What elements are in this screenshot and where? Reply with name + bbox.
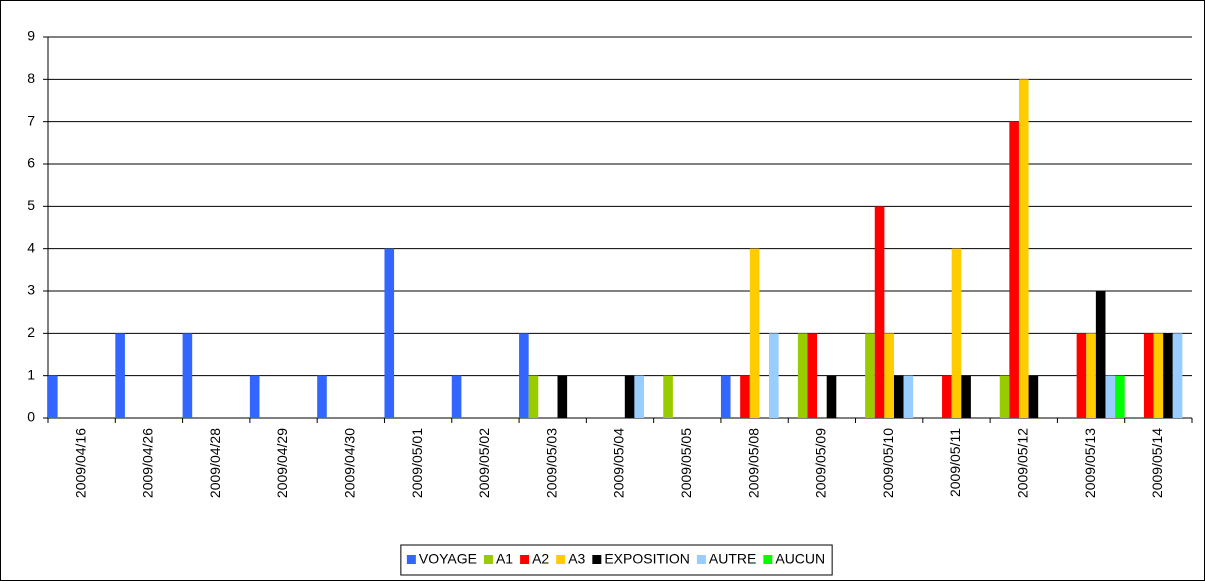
y-tick-label: 0 <box>27 409 35 425</box>
x-tick-label: 2009/05/13 <box>1082 428 1098 498</box>
bar <box>1018 79 1029 418</box>
bar <box>1115 375 1125 418</box>
bar <box>557 375 568 418</box>
legend-label: A2 <box>532 551 549 567</box>
bar <box>663 375 673 418</box>
bar <box>1028 375 1039 418</box>
legend-label: EXPOSITION <box>604 551 690 567</box>
x-tick-label: 2009/05/11 <box>947 428 963 497</box>
bar <box>1153 333 1164 418</box>
legend-label: AUCUN <box>775 551 825 567</box>
legend-label: A1 <box>496 551 513 567</box>
y-tick-label: 4 <box>27 239 35 255</box>
bar <box>1086 333 1096 418</box>
bar <box>384 248 395 418</box>
bar <box>115 333 125 418</box>
bar <box>797 333 808 418</box>
bar <box>951 248 962 418</box>
bar <box>1163 333 1173 418</box>
legend-box <box>400 544 833 576</box>
bar <box>884 333 894 418</box>
x-tick-label: 2009/05/01 <box>409 428 425 498</box>
bar <box>1095 291 1106 418</box>
x-tick-label: 2009/05/12 <box>1014 428 1030 498</box>
legend-label: VOYAGE <box>419 551 477 567</box>
bar <box>528 375 539 418</box>
bar <box>942 375 952 418</box>
bar <box>961 375 971 418</box>
bar <box>317 375 327 418</box>
y-tick-label: 5 <box>27 197 35 213</box>
x-tick-label: 2009/05/14 <box>1149 428 1165 498</box>
bar <box>624 375 635 418</box>
bar <box>749 248 760 418</box>
x-tick-label: 2009/04/30 <box>342 428 358 498</box>
y-tick-label: 2 <box>27 324 35 340</box>
bar <box>249 375 260 418</box>
bar <box>807 333 818 418</box>
y-tick-label: 7 <box>27 112 35 128</box>
bar <box>903 375 914 418</box>
legend-swatch <box>483 555 493 564</box>
bar <box>48 375 58 418</box>
bar <box>1105 375 1116 418</box>
legend-swatch <box>520 555 530 564</box>
bar <box>1143 333 1154 418</box>
x-tick-label: 2009/05/08 <box>745 428 761 498</box>
legend-label: AUTRE <box>709 551 756 567</box>
x-tick-label: 2009/05/09 <box>813 428 829 498</box>
x-tick-label: 2009/05/04 <box>611 428 627 498</box>
bar <box>1076 333 1087 418</box>
x-tick-label: 2009/04/29 <box>274 428 290 498</box>
bar <box>999 375 1010 418</box>
bar <box>769 333 779 418</box>
y-tick-label: 9 <box>27 28 35 44</box>
legend-swatch <box>696 555 706 564</box>
bar <box>720 375 731 418</box>
bar <box>451 375 462 418</box>
y-tick-label: 6 <box>27 155 35 171</box>
bar <box>519 333 529 418</box>
legend-swatch <box>592 555 602 564</box>
bar <box>182 333 193 418</box>
legend-label: A3 <box>568 551 585 567</box>
y-tick-label: 1 <box>27 366 35 382</box>
bar <box>1009 121 1019 419</box>
bar <box>634 375 645 418</box>
x-tick-label: 2009/05/03 <box>543 428 559 498</box>
legend-swatch <box>406 555 416 564</box>
x-tick-label: 2009/04/26 <box>140 428 156 498</box>
y-tick-label: 8 <box>27 70 35 86</box>
y-tick-label: 3 <box>27 282 35 298</box>
bar <box>826 375 837 418</box>
bar <box>865 333 875 418</box>
x-tick-label: 2009/05/05 <box>678 428 694 498</box>
bar <box>740 375 750 418</box>
legend: VOYAGE A1 A2 A3 EXPOSITION AUTRE AUCUN <box>400 544 833 576</box>
x-tick-label: 2009/04/16 <box>72 428 88 498</box>
bar <box>893 375 904 418</box>
legend-swatch <box>556 555 566 564</box>
bar <box>1172 333 1183 418</box>
x-tick-label: 2009/05/02 <box>476 428 492 498</box>
bar <box>874 206 885 418</box>
x-tick-label: 2009/05/10 <box>880 428 896 498</box>
x-tick-label: 2009/04/28 <box>207 428 223 498</box>
legend-swatch <box>763 555 773 564</box>
